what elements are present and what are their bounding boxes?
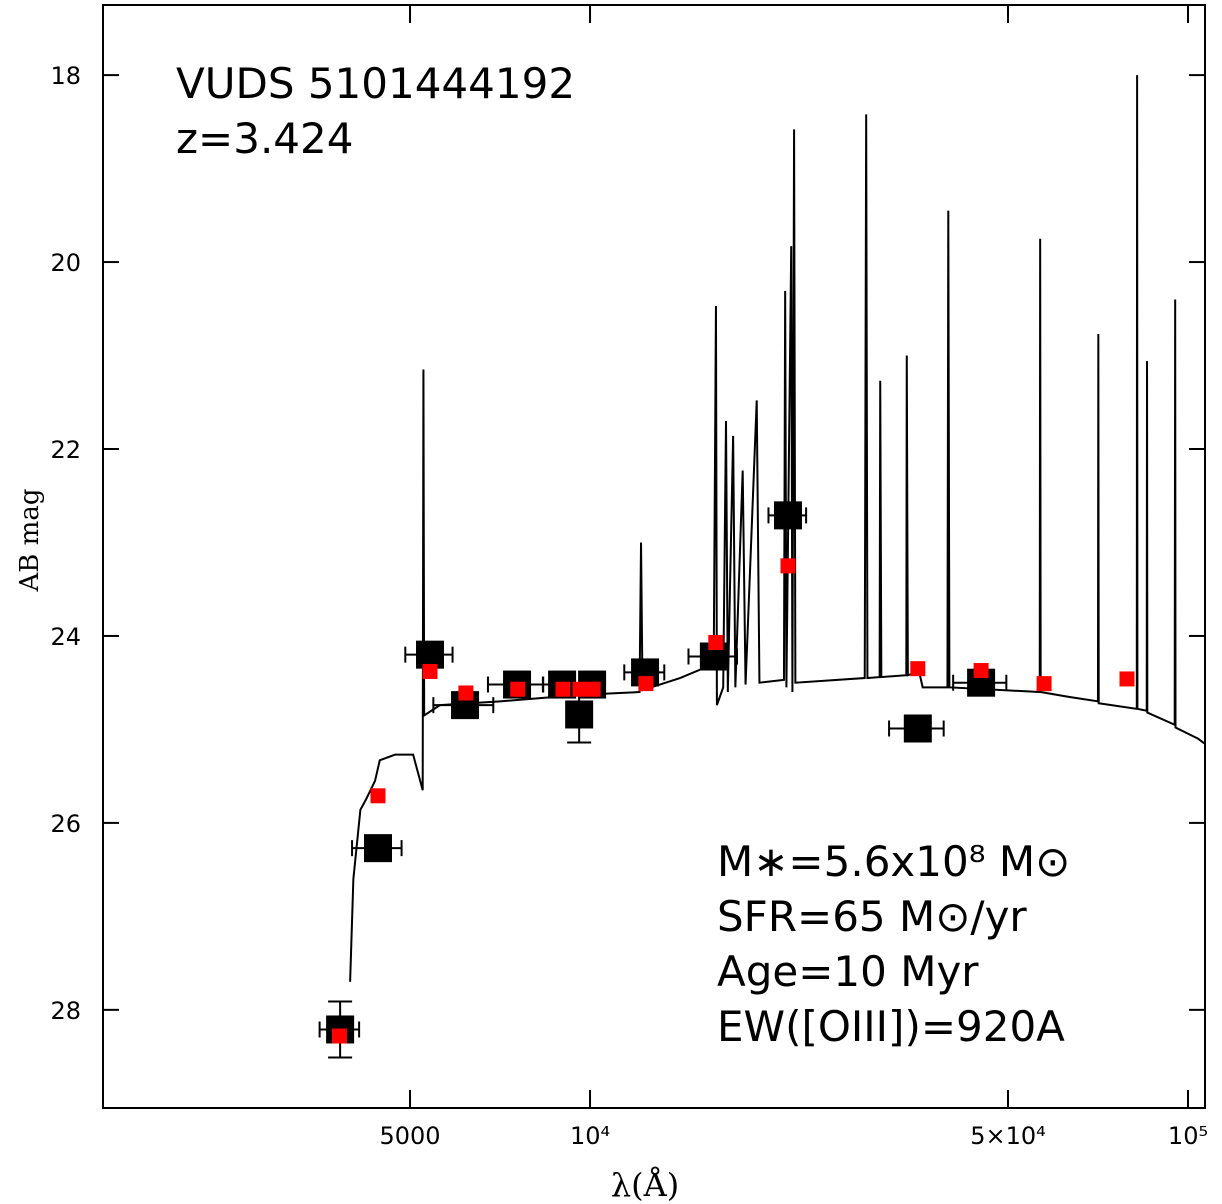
data-point — [708, 634, 724, 650]
annotation: M∗=5.6x10⁸ M⊙ — [717, 837, 1070, 886]
data-point — [331, 1028, 347, 1044]
y-tick-label: 18 — [50, 62, 81, 90]
data-point — [1036, 676, 1052, 692]
chart-title: VUDS 5101444192 — [176, 59, 575, 108]
data-point — [773, 501, 802, 530]
x-tick-label: 5×10⁴ — [970, 1122, 1046, 1150]
data-point — [363, 834, 392, 863]
data-point — [903, 714, 932, 743]
data-point — [458, 685, 474, 701]
model-spectrum — [349, 75, 1205, 982]
plot-frame — [102, 4, 1206, 1109]
y-axis-label: AB mag — [15, 489, 45, 593]
y-tick-label: 28 — [50, 997, 81, 1025]
x-tick-label: 5000 — [379, 1122, 440, 1150]
data-point — [585, 681, 601, 697]
annotation: SFR=65 M⊙/yr — [717, 892, 1027, 941]
data-point — [565, 700, 594, 729]
y-tick-label: 24 — [50, 623, 81, 651]
y-tick-label: 22 — [50, 436, 81, 464]
data-point — [910, 661, 926, 677]
data-point — [370, 788, 386, 804]
annotation: EW([OIII])=920A — [717, 1002, 1065, 1051]
data-point — [973, 663, 989, 679]
data-point — [638, 676, 654, 692]
x-tick-label: 10⁵ — [1168, 1122, 1208, 1150]
data-point — [780, 558, 796, 574]
data-point — [555, 681, 571, 697]
x-tick-label: 10⁴ — [570, 1122, 610, 1150]
annotation: Age=10 Myr — [717, 947, 979, 996]
data-point — [1119, 671, 1135, 687]
y-tick-label: 20 — [50, 249, 81, 277]
y-tick-label: 26 — [50, 810, 81, 838]
data-point — [510, 681, 526, 697]
data-point — [422, 663, 438, 679]
data-point — [572, 681, 588, 697]
x-axis-label: λ(Å) — [611, 1166, 679, 1204]
chart-subtitle: z=3.424 — [176, 114, 353, 163]
